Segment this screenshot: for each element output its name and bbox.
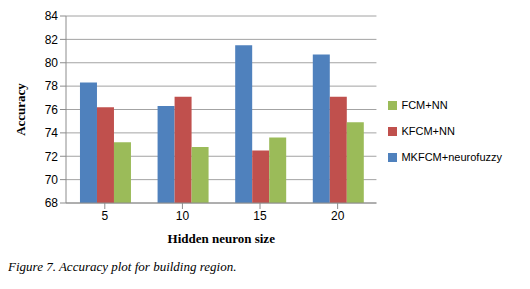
html-text:MKFCM+neurofuzzy: MKFCM+neurofuzzy — [401, 150, 502, 163]
html-text:Figure 7. Accuracy plot for bu: Figure 7. Accuracy plot for building reg… — [8, 259, 237, 274]
svg-text:Hidden neuron size: Hidden neuron size — [168, 231, 276, 246]
svg-text:74: 74 — [45, 126, 59, 140]
svg-text:76: 76 — [45, 103, 59, 117]
svg-text:10: 10 — [176, 209, 190, 223]
svg-text:78: 78 — [45, 79, 59, 93]
svg-text:68: 68 — [45, 196, 59, 210]
svg-text:5: 5 — [101, 209, 108, 223]
svg-text:82: 82 — [45, 33, 59, 47]
svg-text:20: 20 — [331, 209, 345, 223]
svg-text:84: 84 — [45, 9, 59, 23]
svg-text:Accuracy: Accuracy — [13, 83, 28, 136]
svg-text:15: 15 — [253, 209, 267, 223]
svg-text:80: 80 — [45, 56, 59, 70]
html-text:FCM+NN: FCM+NN — [401, 98, 448, 111]
svg-text:70: 70 — [45, 173, 59, 187]
svg-text:72: 72 — [45, 150, 59, 164]
html-text:KFCM+NN: KFCM+NN — [401, 124, 455, 137]
